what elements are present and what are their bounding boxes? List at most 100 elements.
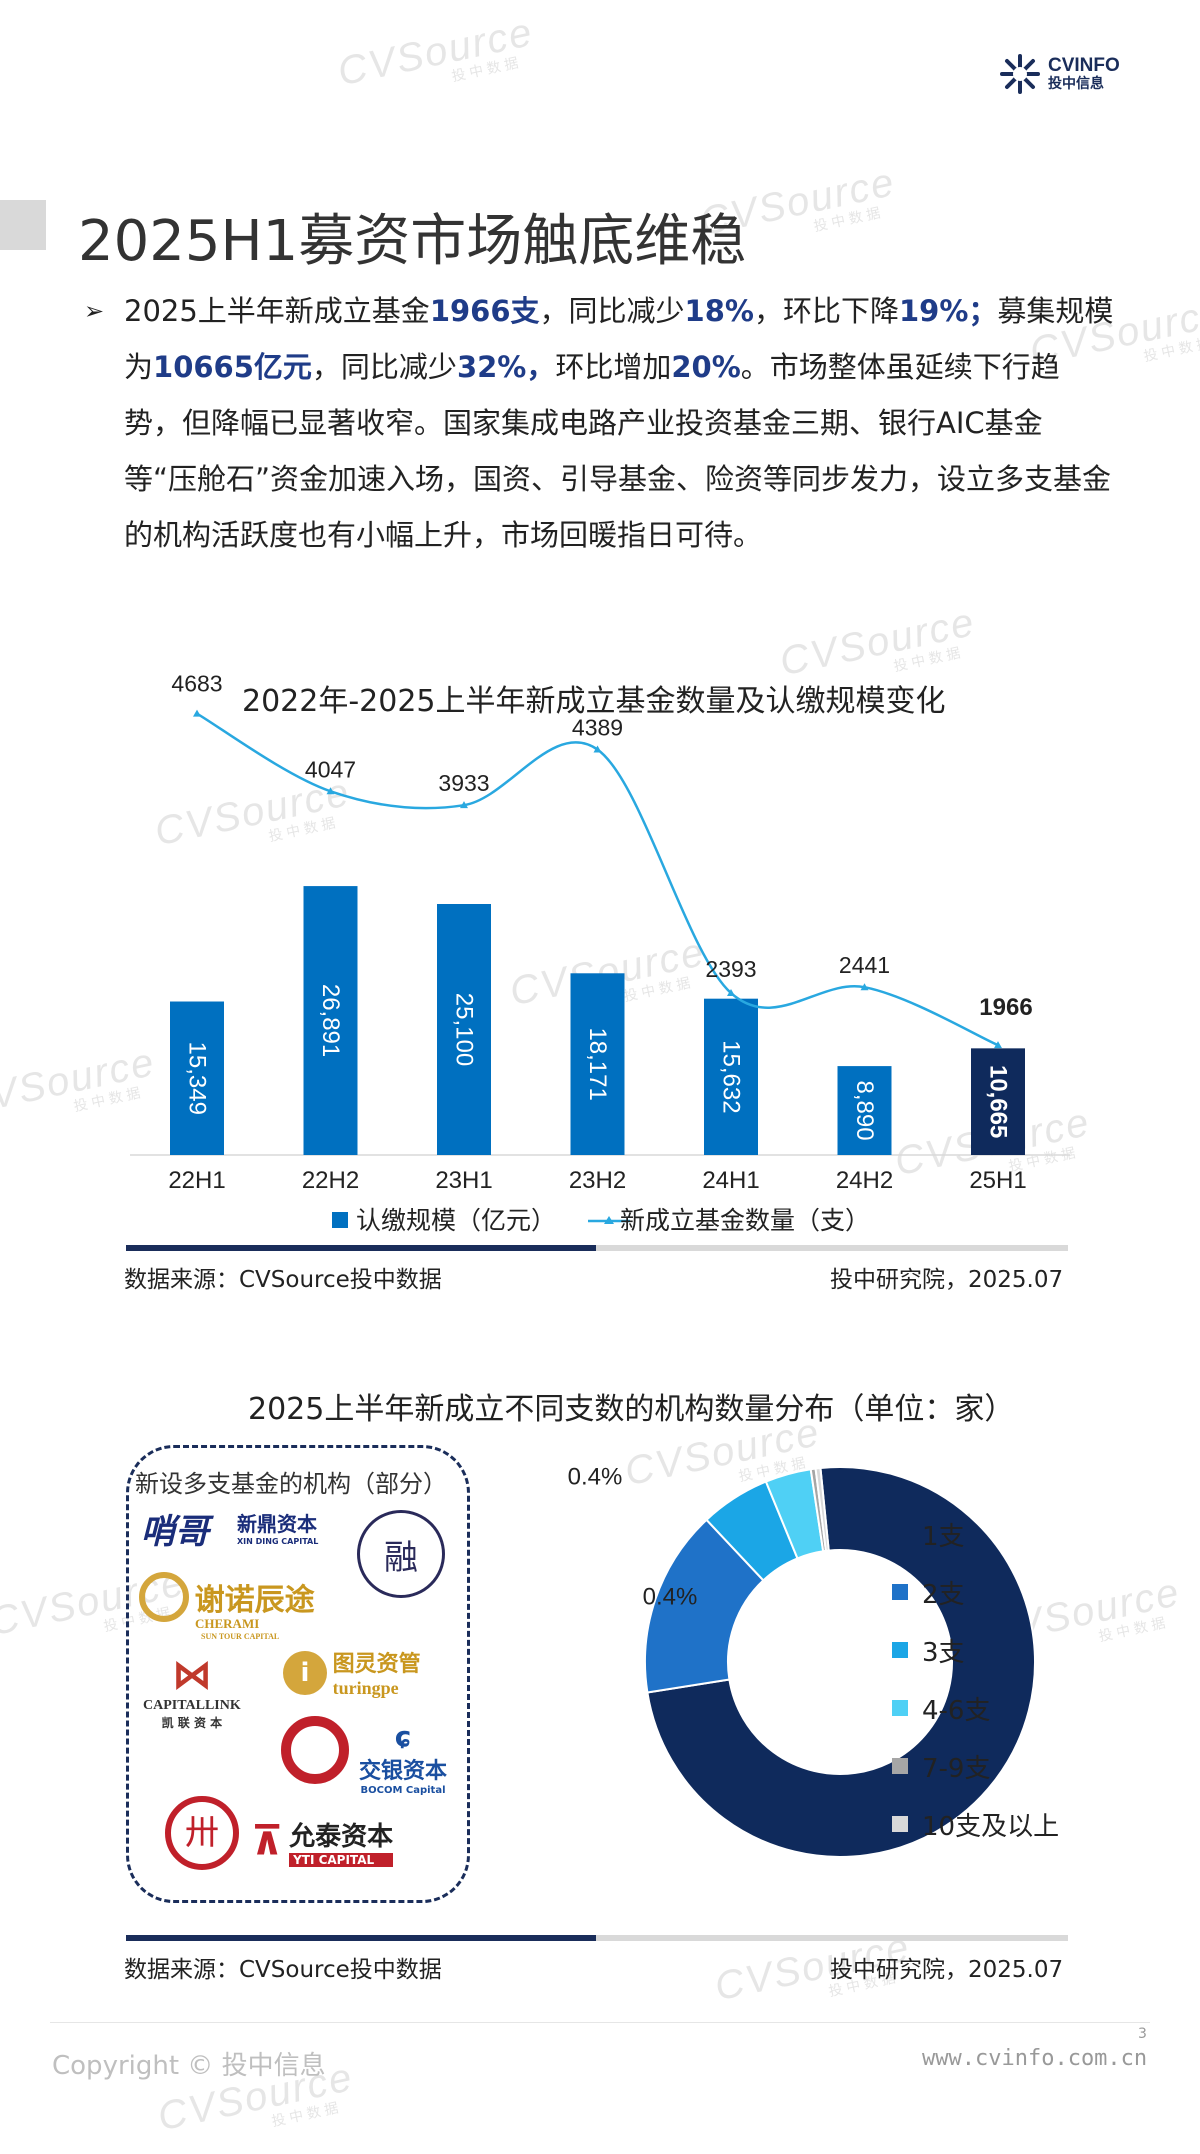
bar-value-label: 10,665 (985, 1065, 1012, 1138)
legend-bar-label: 认缴规模（亿元） (356, 1206, 556, 1235)
legend-label: 1支 (922, 1521, 965, 1552)
cherami-logo: 谢诺辰途 CHERAMI SUN TOUR CAPITAL (139, 1572, 315, 1641)
donut-label: 0.4% (643, 1584, 698, 1611)
legend-label: 4-6支 (922, 1695, 991, 1726)
donut-slice-10支及以上 (814, 1466, 830, 1552)
bar-24H2 (837, 1066, 892, 1155)
copyright: Copyright © 投中信息 (52, 2051, 326, 2081)
line-value-label: 4047 (305, 756, 356, 782)
yti-en: YTI CAPITAL (289, 1853, 394, 1867)
chart2-title: 2025上半年新成立不同支数的机构数量分布（单位：家） (248, 1392, 1015, 1427)
chart2-source: 数据来源：CVSource投中数据 (124, 1957, 442, 1983)
divider (126, 1245, 596, 1251)
bar-23H1 (437, 904, 491, 1155)
bocom-en: BOCOM Capital (360, 1785, 446, 1796)
chart2-credit: 投中研究院，2025.07 (830, 1957, 1064, 1983)
yti-mark-icon: ⊼ (251, 1818, 284, 1865)
legend-label: 7-9支 (922, 1753, 991, 1784)
donut-label: 5.8% (551, 1552, 606, 1579)
turing-icon: i (283, 1650, 327, 1695)
line-value-label: 2441 (839, 952, 890, 978)
legend-label: 3支 (922, 1637, 965, 1668)
rong-seal-text: 融 (384, 1537, 418, 1578)
legend-swatch (892, 1584, 908, 1600)
bar-value-label: 15,632 (718, 1040, 745, 1113)
shaoge-logo: 哨哥 (141, 1512, 209, 1552)
logo-subtitle: 投中信息 (1048, 76, 1104, 92)
website-link[interactable]: www.cvinfo.com.cn (922, 2046, 1148, 2071)
donut-slice-7-9支 (809, 1467, 828, 1553)
donut-label: 15.5% (507, 1643, 575, 1670)
x-tick-label: 23H1 (435, 1167, 492, 1194)
yti-logo: ⊼ 允泰资本 YTI CAPITAL (251, 1816, 394, 1867)
cvinfo-burst-icon (1000, 54, 1040, 94)
institution-logos-panel: 新设多支基金的机构（部分） 哨哥 新鼎资本 XIN DING CAPITAL 融… (126, 1445, 470, 1903)
divider (596, 1245, 1068, 1251)
company-logo: CVINFO 投中信息 (998, 52, 1120, 96)
line-value-label: 3933 (438, 770, 489, 796)
bar-value-label: 15,349 (184, 1042, 211, 1115)
capitallink-en: CAPITALLINK (143, 1698, 241, 1713)
summary-paragraph: ➢ 2025上半年新成立基金1966支，同比减少18%，环比下降19%；募集规模… (84, 283, 1114, 563)
bocom-icon: ɕ (394, 1720, 412, 1753)
legend-swatch (892, 1758, 908, 1774)
legend-label: 10支及以上 (922, 1811, 1060, 1842)
summary-highlight: 18% (684, 294, 754, 328)
x-tick-label: 22H1 (168, 1167, 225, 1194)
red-emblem-logo: 卅 (165, 1796, 239, 1870)
legend-item: 7-9支 (892, 1737, 1059, 1795)
line-point (193, 709, 201, 717)
legend-swatch (892, 1816, 908, 1832)
bullet-arrow-icon: ➢ (84, 297, 105, 325)
bar-22H1 (170, 1001, 224, 1155)
legend-item: 3支 (892, 1621, 1059, 1679)
capitallink-mark-icon: ⋈ (171, 1652, 212, 1698)
x-tick-label: 24H1 (702, 1167, 759, 1194)
cherami-en: CHERAMI (195, 1616, 260, 1631)
line-value-label: 2393 (705, 956, 756, 982)
donut-slice-3支 (705, 1480, 799, 1582)
legend-swatch (892, 1526, 908, 1542)
line-point (860, 983, 869, 991)
divider (126, 1935, 596, 1941)
logo-title: CVINFO (1048, 55, 1120, 76)
summary-segment: 环比增加 (555, 350, 672, 384)
bar-24H1 (704, 998, 758, 1155)
page-title: 2025H1募资市场触底维稳 (78, 209, 747, 274)
summary-text: 2025上半年新成立基金1966支，同比减少18%，环比下降19%；募集规模为1… (124, 283, 1114, 563)
capitallink-cn: 凯 联 资 本 (161, 1716, 223, 1730)
turing-logo: i 图灵资管 turingpe (283, 1646, 421, 1699)
summary-segment: ，同比减少 (539, 294, 685, 328)
legend-item: 10支及以上 (892, 1795, 1059, 1853)
page-number: 3 (1138, 2026, 1147, 2042)
line-point (593, 745, 602, 753)
bocom-logo: ɕ 交银资本 BOCOM Capital (359, 1720, 447, 1796)
line-value-label: 4389 (572, 715, 623, 741)
donut-label: 74.1% (789, 1712, 857, 1739)
legend-item: 4-6支 (892, 1679, 1059, 1737)
x-tick-label: 24H2 (836, 1167, 893, 1194)
legend-line-label: 新成立基金数量（支） (620, 1206, 870, 1235)
line-point (326, 787, 335, 795)
bar-value-label: 18,171 (584, 1027, 611, 1100)
footer-divider (50, 2022, 1150, 2023)
chart1-credit: 投中研究院，2025.07 (830, 1267, 1064, 1293)
summary-highlight: 20% (671, 350, 741, 384)
bar-23H2 (570, 973, 625, 1155)
cherami-sub: SUN TOUR CAPITAL (201, 1632, 280, 1641)
line-point (460, 801, 468, 809)
summary-highlight: 32%， (456, 350, 556, 384)
legend-label: 2支 (922, 1579, 965, 1610)
line-value-label: 1966 (979, 994, 1032, 1021)
xinding-logo: 新鼎资本 XIN DING CAPITAL (237, 1508, 318, 1546)
chart1-title: 2022年-2025上半年新成立基金数量及认缴规模变化 (242, 684, 946, 719)
legend-line-marker (604, 1216, 614, 1224)
legend-item: 2支 (892, 1563, 1059, 1621)
bocom-cn: 交银资本 (359, 1759, 448, 1784)
turing-cn: 图灵资管 (332, 1652, 421, 1677)
cherami-cn: 谢诺辰途 (194, 1583, 315, 1618)
legend-swatch (892, 1700, 908, 1716)
chart1: 15,349 22H1 26,891 22H2 25,100 23H1 18,171 23H2… (130, 671, 1070, 1235)
donut-slice-4-6支 (764, 1468, 825, 1560)
bar-22H2 (303, 886, 358, 1155)
